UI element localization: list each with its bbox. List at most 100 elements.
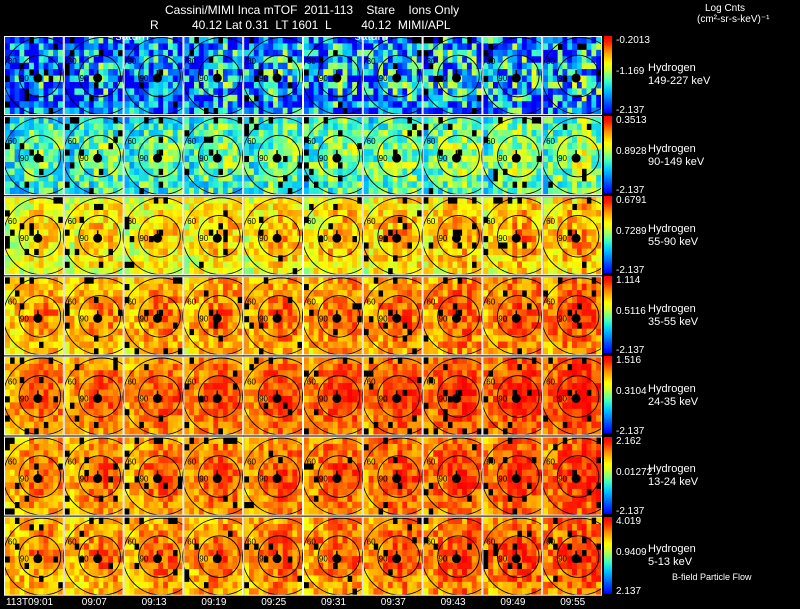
ring-label: 90 (139, 555, 148, 564)
species-label: Hydrogen 55-90 keV (648, 223, 698, 249)
ring-label: 60 (426, 458, 435, 467)
ring-label: 90 (319, 394, 328, 403)
ring-label: 90 (199, 74, 208, 83)
ring-label: 60 (546, 137, 555, 146)
ring-label: 60 (247, 297, 256, 306)
colorbar-min-label: -2.137 (616, 105, 645, 117)
ring-label: 60 (68, 377, 77, 386)
ring-label: 90 (498, 154, 507, 163)
ring-label: 90 (558, 475, 567, 484)
ring-label: 60 (546, 377, 555, 386)
ring-label: 30 (307, 57, 316, 66)
ring-label: 90 (438, 475, 447, 484)
sky-panel: 90 60 (122, 276, 201, 356)
ring-label: 60 (127, 538, 136, 547)
ring-label: 90 (80, 234, 89, 243)
ring-label: 90 (80, 475, 89, 484)
energy-range: 90-149 keV (648, 155, 705, 168)
energy-range: 149-227 keV (648, 75, 711, 88)
ring-label: 90 (498, 394, 507, 403)
colorbar-max-label: 0.6791 (616, 195, 647, 207)
time-tick: 09:07 (81, 597, 107, 608)
colorbar-max-label: 1.516 (616, 355, 642, 367)
ring-label: 30 (426, 57, 435, 66)
ring-label: 30 (546, 57, 555, 66)
species-label: Hydrogen 13-24 keV (648, 463, 698, 489)
ring-label: 60 (8, 377, 17, 386)
ring-label: 60 (546, 217, 555, 226)
ring-label: 90 (498, 234, 507, 243)
ring-label: 90 (438, 74, 447, 83)
plot-title: Cassini/MIMI Inca mTOF 2011-113 Stare Io… (165, 3, 460, 17)
colorbar (604, 276, 612, 354)
ring-label: 90 (379, 314, 388, 323)
species-label: Hydrogen 35-55 keV (648, 303, 698, 329)
ring-label: 90 (379, 154, 388, 163)
legend-unit: (cm²-sr-s-keV)⁻¹ (697, 14, 770, 25)
species-label: Hydrogen 5-13 keV (648, 543, 696, 569)
ring-label: 60 (68, 538, 77, 547)
colorbar (604, 116, 612, 194)
ring-label: 90 (259, 234, 268, 243)
species-label: Hydrogen 24-35 keV (648, 383, 698, 409)
ring-label: 60 (426, 377, 435, 386)
ring-label: 90 (259, 314, 268, 323)
ring-label: 90 (139, 314, 148, 323)
ring-label: 60 (307, 137, 316, 146)
ring-label: 60 (187, 297, 196, 306)
ring-label: 90 (319, 314, 328, 323)
species-label: Hydrogen 90-149 keV (648, 143, 704, 169)
ring-label: 90 (379, 234, 388, 243)
ring-label: 60 (486, 377, 495, 386)
ring-label: 60 (8, 217, 17, 226)
ring-label: 60 (367, 217, 376, 226)
ring-label: 90 (498, 475, 507, 484)
species-name: Hydrogen (648, 543, 696, 556)
ring-label: 60 (426, 137, 435, 146)
colorbar-min-label: -2.137 (616, 345, 645, 357)
ring-label: 60 (367, 538, 376, 547)
ring-label: 60 (187, 458, 196, 467)
colorbar-max-label: 0.3513 (616, 115, 647, 127)
ring-label: 60 (367, 137, 376, 146)
time-tick: 09:31 (321, 597, 347, 608)
ring-label: 90 (20, 475, 29, 484)
ring-label: 90 (139, 234, 148, 243)
ring-label: 90 (80, 314, 89, 323)
ring-label: 30 (68, 57, 77, 66)
energy-range: 24-35 keV (648, 395, 699, 408)
ring-label: 60 (8, 538, 17, 547)
ring-label: 90 (259, 154, 268, 163)
ring-label: 90 (558, 154, 567, 163)
ring-label: 90 (139, 154, 148, 163)
ring-label: 90 (259, 74, 268, 83)
ring-label: 90 (139, 394, 148, 403)
colorbar-mid-label: 0.8928 (616, 146, 647, 158)
colorbar-min-label: -2.137 (616, 425, 645, 437)
ring-label: 60 (247, 137, 256, 146)
ring-label: 90 (558, 555, 567, 564)
